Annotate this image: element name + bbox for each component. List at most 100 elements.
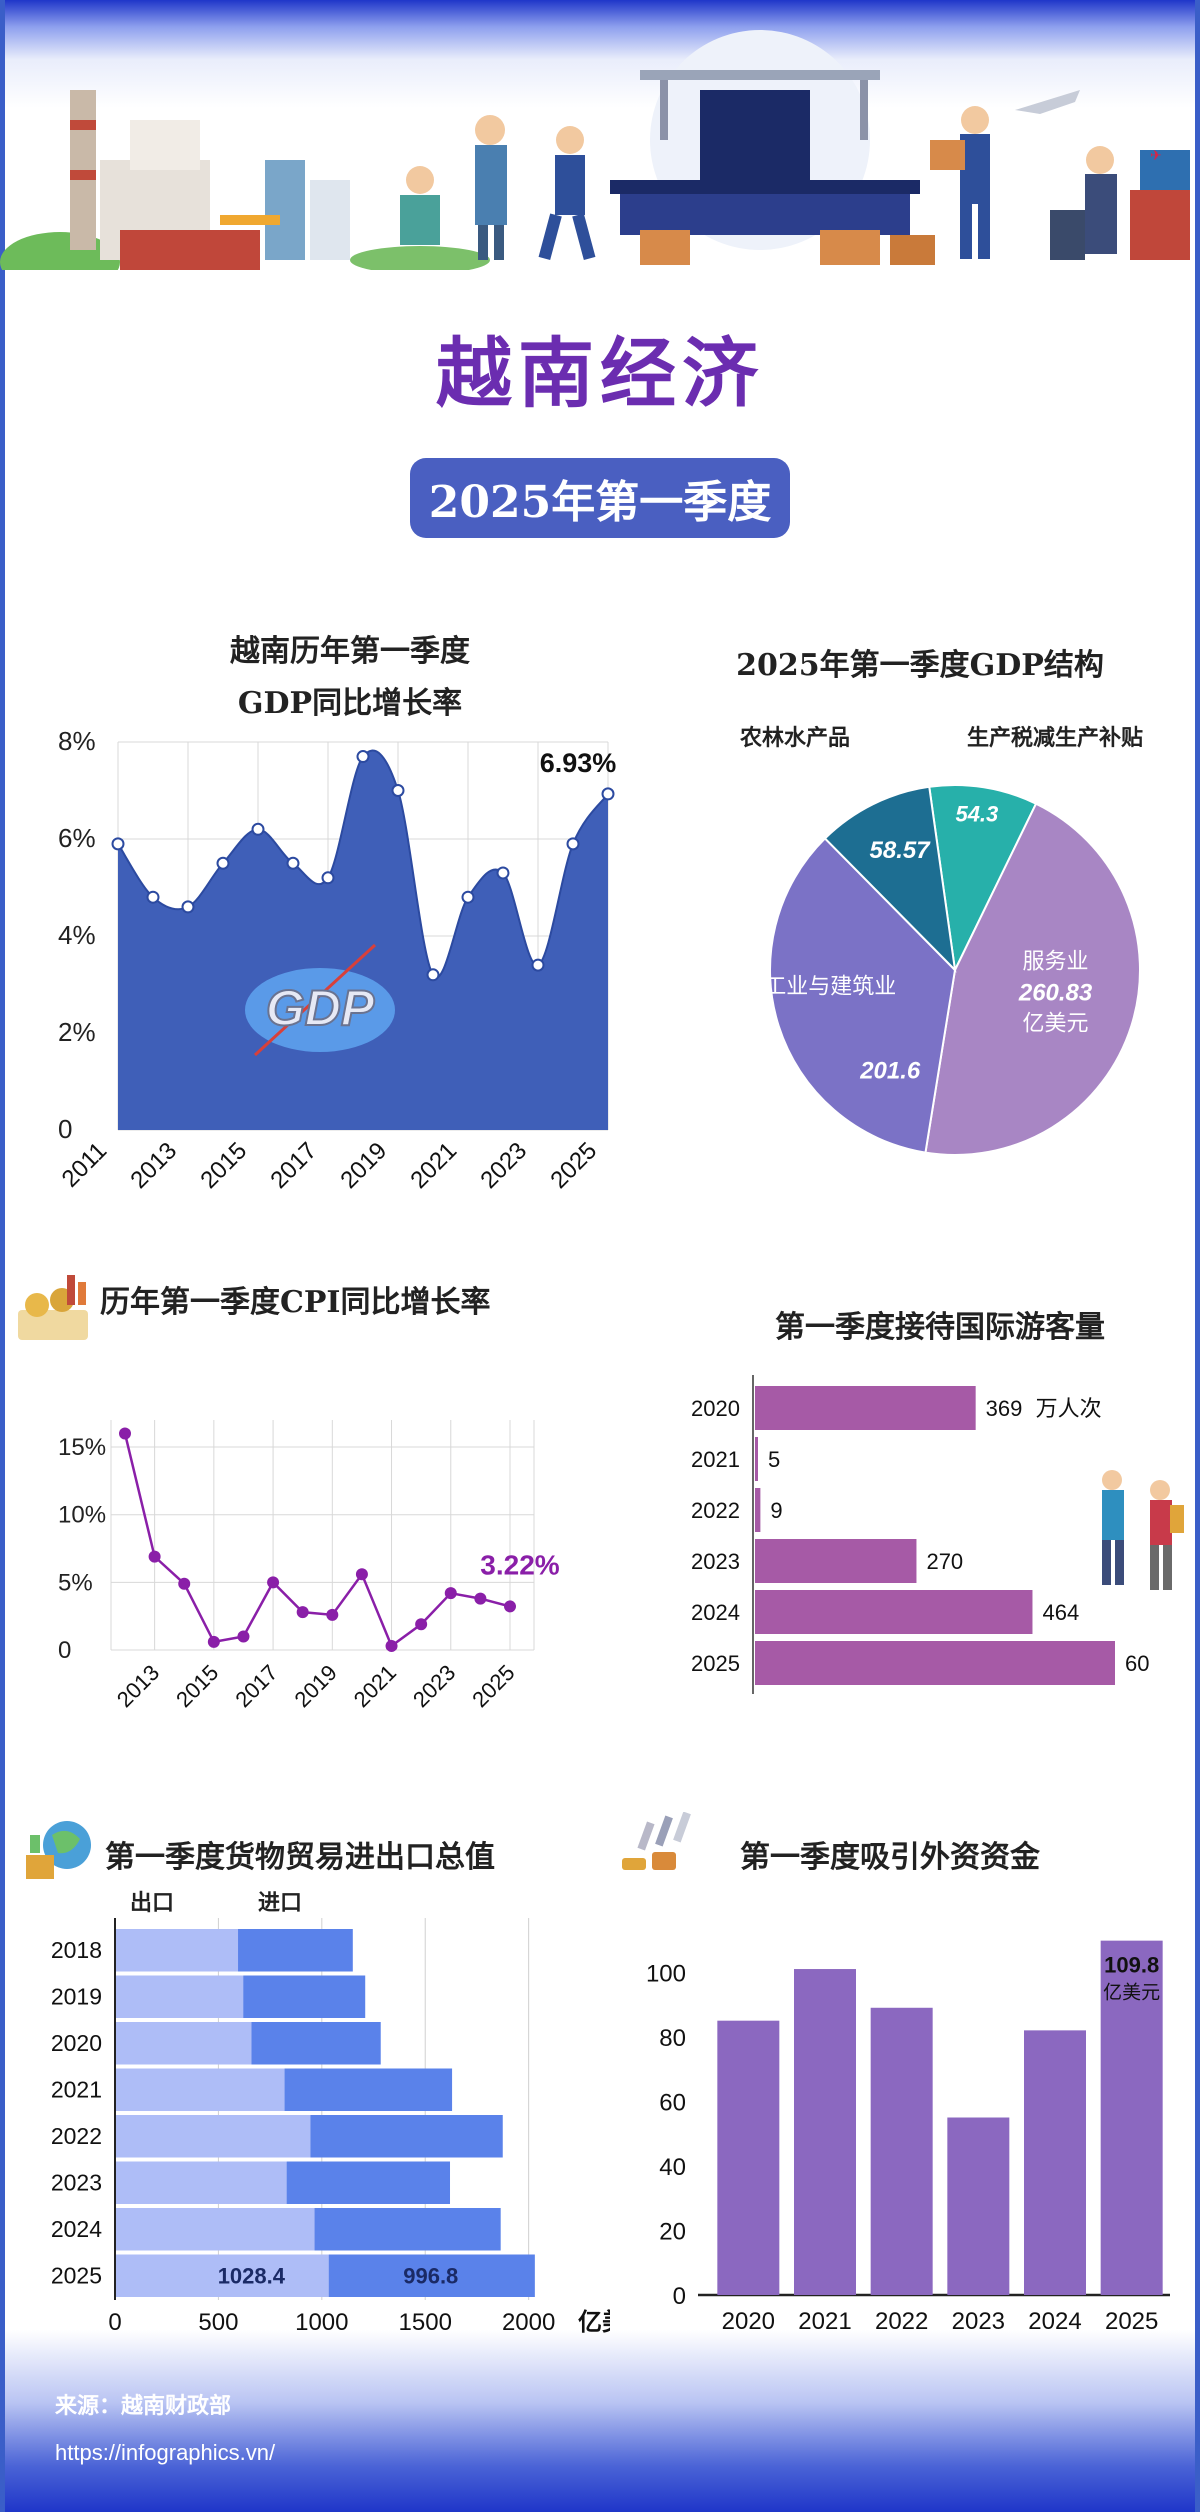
x-tick-label: 2024	[1028, 2308, 1081, 2335]
category-label: 2020	[691, 1396, 740, 1421]
tourism-bar	[755, 1539, 917, 1583]
gdp-badge-text: GDP	[266, 980, 375, 1036]
slice-service-unit: 亿美元	[1023, 1011, 1089, 1036]
y-tick-label: 100	[646, 1960, 686, 1987]
tourism-bar	[755, 1488, 761, 1532]
slice-industry-value: 201.6	[859, 1057, 921, 1084]
cpi-point	[148, 1550, 161, 1563]
x-tick-label: 2019	[290, 1660, 342, 1712]
slice-service-label: 服务业	[1023, 949, 1089, 974]
gdp-growth-title-line1: 越南历年第一季度	[230, 634, 470, 669]
category-label: 2023	[691, 1549, 740, 1574]
category-label: 2025	[51, 2263, 102, 2289]
y-tick-label: 20	[659, 2218, 686, 2245]
x-tick-label: 2020	[722, 2308, 775, 2335]
x-tick-label: 2013	[112, 1660, 164, 1712]
tourism-bar	[755, 1641, 1115, 1685]
x-tick-label: 2021	[405, 1137, 462, 1194]
slice-tax-label: 生产税减生产补贴	[967, 725, 1143, 750]
period-pill: 2025年第一季度	[410, 458, 790, 538]
import-bar	[286, 2161, 451, 2204]
x-tick-label: 1000	[295, 2309, 348, 2336]
x-tick-label: 500	[198, 2309, 238, 2336]
category-label: 2019	[51, 1984, 102, 2010]
value-label: 369	[986, 1396, 1023, 1421]
y-tick-label: 15%	[58, 1434, 106, 1461]
legend-export: 出口	[130, 1890, 174, 1915]
coins-icon	[18, 1275, 88, 1340]
fdi-bar	[1024, 2030, 1086, 2295]
tourism-bar	[755, 1590, 1033, 1634]
source-url[interactable]: https://infographics.vn/	[55, 2440, 276, 2465]
x-tick-label: 2000	[502, 2309, 555, 2336]
source-text: 来源：越南财政部	[55, 2393, 232, 2419]
slice-service	[924, 802, 1141, 1156]
cpi-line	[123, 1433, 511, 1648]
category-label: 2024	[51, 2216, 102, 2242]
x-tick-label: 2023	[408, 1660, 460, 1712]
x-tick-label: 1500	[399, 2309, 452, 2336]
export-bar	[116, 2115, 311, 2158]
y-tick-label: 4%	[58, 920, 96, 950]
fdi-bar	[870, 2007, 933, 2295]
slice-service-value: 260.83	[1018, 980, 1093, 1007]
cpi-point	[385, 1639, 398, 1652]
globe-trade-icon	[26, 1821, 91, 1879]
cpi-point	[474, 1592, 487, 1605]
cpi-point	[326, 1608, 339, 1621]
category-label: 2024	[691, 1600, 740, 1625]
gdp-point	[356, 750, 370, 764]
export-value-label: 1028.4	[218, 2264, 286, 2289]
category-label: 2020	[51, 2030, 102, 2056]
x-tick-label: 2025	[545, 1137, 602, 1194]
cpi-point	[355, 1568, 368, 1581]
x-tick-label: 2021	[798, 2308, 851, 2335]
value-label: 9	[770, 1498, 782, 1523]
y-tick-label: 8%	[58, 726, 96, 756]
category-label: 2021	[691, 1447, 740, 1472]
import-bar	[314, 2208, 501, 2251]
slice-agri-value: 58.57	[870, 837, 932, 864]
x-tick-label: 0	[108, 2309, 121, 2336]
slice-agri	[823, 785, 957, 973]
page-title: 越南经济	[436, 329, 764, 418]
cpi-highlight-label: 3.22%	[480, 1549, 559, 1580]
y-tick-label: 5%	[58, 1569, 93, 1596]
gdp-growth-title: 越南历年第一季度 GDP同比增长率	[150, 626, 550, 722]
cpi-point	[415, 1618, 428, 1631]
workers-illustration	[350, 115, 596, 270]
gdp-point	[146, 890, 160, 904]
gdp-point	[181, 900, 195, 914]
value-label: 464	[1042, 1600, 1079, 1625]
x-tick-label: 2022	[875, 2308, 928, 2335]
import-bar	[251, 2022, 381, 2065]
gdp-point	[531, 958, 545, 972]
fdi-bar	[794, 1969, 856, 2295]
import-bar	[328, 2254, 535, 2297]
x-tick-label: 2025	[1105, 2308, 1158, 2335]
tourism-title: 第一季度接待国际游客量	[775, 1310, 1105, 1345]
cpi-point	[444, 1587, 457, 1600]
axis-unit-label: 亿美元	[578, 2308, 610, 2336]
cpi-point	[178, 1577, 191, 1590]
x-tick-label: 2017	[230, 1660, 282, 1712]
y-tick-label: 10%	[58, 1502, 106, 1529]
investment-icon	[622, 1812, 691, 1870]
x-tick-label: 2025	[467, 1660, 519, 1712]
category-label: 2023	[51, 2170, 102, 2196]
gdp-structure-title: 2025年第一季度GDP结构	[736, 648, 1104, 683]
slice-industry-label: 工业与建筑业	[764, 973, 896, 998]
import-bar	[243, 1975, 366, 2018]
y-tick-label: 40	[659, 2154, 686, 2181]
cpi-point	[207, 1635, 220, 1648]
fdi-bar	[947, 2117, 1010, 2295]
gdp-point	[496, 866, 510, 880]
gdp-point	[216, 856, 230, 870]
gdp-line	[117, 749, 609, 979]
category-label: 2022	[51, 2123, 102, 2149]
x-tick-label: 2021	[349, 1660, 401, 1712]
slice-agri-label: 农林水产品	[740, 725, 850, 750]
y-tick-label: 2%	[58, 1017, 96, 1047]
gdp-structure-pie: 58.57 54.3 201.6 工业与建筑业 服务业 260.83 亿美元 农林水产品 生产税…	[740, 725, 1143, 1156]
category-label: 2018	[51, 1937, 102, 1963]
